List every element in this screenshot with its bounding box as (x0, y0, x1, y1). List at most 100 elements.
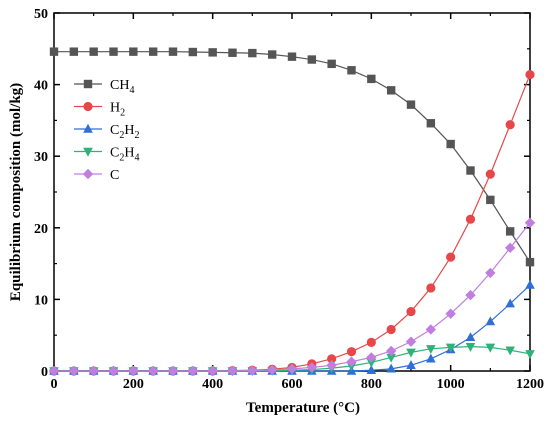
legend-label: H2 (110, 101, 125, 119)
legend-label: CH4 (110, 78, 134, 96)
series-layer (48, 47, 536, 377)
data-point-c (48, 365, 60, 377)
data-point-ch4 (446, 139, 455, 149)
x-tick-label: 200 (123, 377, 144, 392)
data-point-ch4 (228, 48, 237, 57)
data-point-ch4 (168, 47, 178, 56)
data-point-c (207, 365, 218, 377)
legend-marker (83, 101, 93, 112)
data-point-c2h2 (366, 365, 377, 374)
data-point-c2h4 (386, 353, 396, 363)
data-point-c (425, 324, 437, 335)
data-point-h2 (505, 120, 515, 130)
legend-item-c2h4: C2H4 (74, 146, 139, 164)
data-point-ch4 (466, 166, 475, 175)
data-point-ch4 (89, 47, 98, 56)
x-tick-label: 800 (361, 377, 382, 392)
y-tick-label: 50 (34, 7, 48, 22)
data-point-c (108, 365, 119, 377)
data-point-c2h4 (525, 350, 535, 360)
series-line-c (54, 222, 531, 372)
data-point-ch4 (426, 119, 436, 128)
series-ch4 (49, 47, 535, 267)
y-tick-label: 10 (34, 293, 48, 308)
y-tick-label: 20 (34, 222, 48, 237)
data-point-c2h4 (445, 343, 456, 353)
data-point-c (524, 217, 536, 228)
legend-item-c2h2: C2H2 (74, 123, 139, 141)
data-point-c (405, 336, 417, 347)
data-point-ch4 (525, 257, 535, 267)
data-point-c (147, 365, 159, 377)
data-point-ch4 (208, 48, 217, 57)
data-point-ch4 (148, 47, 158, 56)
x-tick-label: 600 (282, 377, 303, 392)
legend-marker (83, 123, 93, 133)
x-tick-label: 400 (202, 377, 223, 392)
data-point-ch4 (188, 47, 198, 57)
data-point-c2h2 (465, 332, 476, 342)
data-point-ch4 (129, 47, 138, 56)
data-point-c2h2 (525, 279, 535, 289)
data-point-c (128, 365, 139, 377)
data-point-c2h2 (505, 298, 515, 308)
data-point-h2 (525, 69, 535, 80)
data-point-c (286, 363, 298, 375)
y-tick-label: 0 (41, 365, 48, 380)
data-point-c2h2 (386, 363, 396, 373)
series-c2h2 (49, 279, 535, 375)
data-point-ch4 (49, 47, 59, 56)
y-tick-label: 30 (34, 150, 48, 165)
x-axis-title: Temperature (°C) (246, 400, 360, 416)
data-point-h2 (485, 169, 495, 179)
y-axis-title: Equilibrium composition (mol/kg) (8, 83, 24, 301)
data-point-h2 (366, 337, 376, 347)
legend-label: C2H4 (110, 146, 139, 164)
data-point-c (88, 365, 99, 377)
data-point-ch4 (347, 66, 356, 75)
y-tick-label: 40 (34, 79, 48, 94)
data-point-h2 (446, 252, 456, 262)
data-point-c2h4 (426, 345, 436, 355)
x-tick-label: 0 (51, 377, 58, 392)
data-point-ch4 (69, 47, 79, 56)
data-point-c (326, 360, 337, 371)
legend-label: C (110, 168, 119, 183)
legend: CH4 H2 C2H2 C2H4 C (74, 78, 139, 183)
legend-label: C2H2 (110, 123, 139, 141)
data-point-c2h4 (505, 346, 515, 356)
x-tick-label: 1000 (437, 377, 465, 392)
data-point-ch4 (248, 48, 257, 58)
data-point-h2 (406, 306, 416, 317)
axes: 0 200 400 600 800 1000 1200 0 10 20 30 40 50 (34, 7, 544, 392)
data-point-c (465, 289, 476, 301)
data-point-c2h2 (406, 360, 416, 369)
legend-marker (83, 79, 93, 89)
data-point-c2h4 (366, 358, 377, 368)
data-point-h2 (426, 283, 436, 293)
data-point-c (187, 365, 199, 377)
data-point-c (167, 365, 179, 377)
legend-item-h2: H2 (74, 101, 125, 119)
data-point-c (385, 345, 397, 357)
data-point-c (346, 356, 357, 367)
data-point-c2h2 (426, 353, 436, 363)
data-point-ch4 (287, 52, 297, 61)
data-point-ch4 (406, 100, 416, 109)
data-point-c (266, 364, 278, 376)
data-point-ch4 (109, 47, 118, 56)
legend-item-c: C (74, 168, 119, 183)
x-tick-label: 1200 (516, 377, 544, 392)
legend-item-ch4: CH4 (74, 78, 134, 96)
data-point-c (68, 365, 80, 377)
data-point-c (247, 365, 258, 376)
data-point-h2 (346, 347, 357, 357)
data-point-ch4 (267, 50, 277, 59)
data-point-c2h2 (485, 316, 496, 326)
data-point-h2 (465, 214, 476, 224)
data-point-h2 (327, 354, 337, 364)
legend-marker (82, 168, 94, 180)
data-point-c (306, 362, 318, 373)
data-point-ch4 (486, 195, 495, 205)
